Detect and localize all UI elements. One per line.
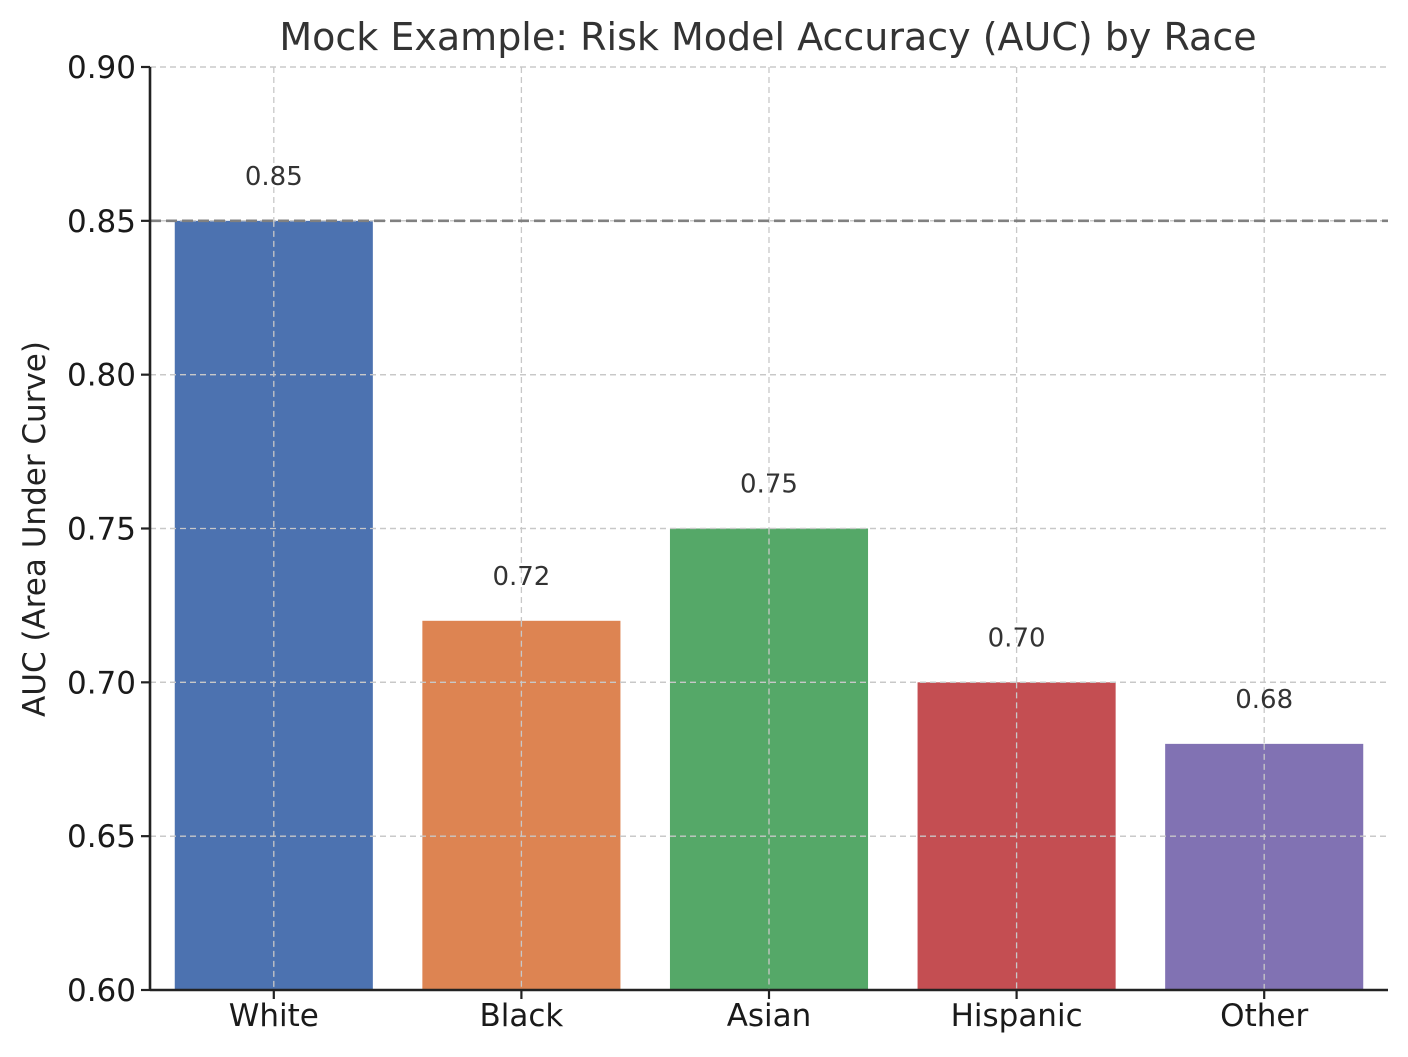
data-label: 0.68 bbox=[1235, 685, 1293, 715]
x-tick-label: Hispanic bbox=[951, 998, 1083, 1034]
y-tick-label: 0.70 bbox=[67, 665, 136, 701]
y-tick-label: 0.80 bbox=[67, 358, 136, 394]
data-label: 0.70 bbox=[988, 623, 1046, 653]
y-tick-label: 0.60 bbox=[67, 973, 136, 1009]
data-label: 0.75 bbox=[740, 470, 798, 500]
x-tick-label: Other bbox=[1220, 998, 1308, 1034]
y-tick-label: 0.90 bbox=[67, 50, 136, 86]
y-axis-label: AUC (Area Under Curve) bbox=[17, 341, 53, 717]
y-tick-label: 0.85 bbox=[67, 204, 136, 240]
bars bbox=[174, 220, 1364, 991]
x-tick-label: White bbox=[229, 998, 319, 1034]
data-label: 0.85 bbox=[245, 162, 303, 192]
data-labels: 0.85 0.72 0.75 0.70 0.68 bbox=[245, 162, 1293, 715]
y-tick-label: 0.75 bbox=[67, 512, 136, 548]
x-tick-label: Asian bbox=[727, 998, 812, 1034]
x-tick-label: Black bbox=[479, 998, 563, 1034]
tick-labels: 0.60 0.65 0.70 0.75 0.80 0.85 0.90 White Black As… bbox=[67, 50, 1308, 1034]
y-tick-label: 0.65 bbox=[67, 819, 136, 855]
data-label: 0.72 bbox=[492, 562, 550, 592]
chart-title: Mock Example: Risk Model Accuracy (AUC) … bbox=[279, 15, 1256, 59]
